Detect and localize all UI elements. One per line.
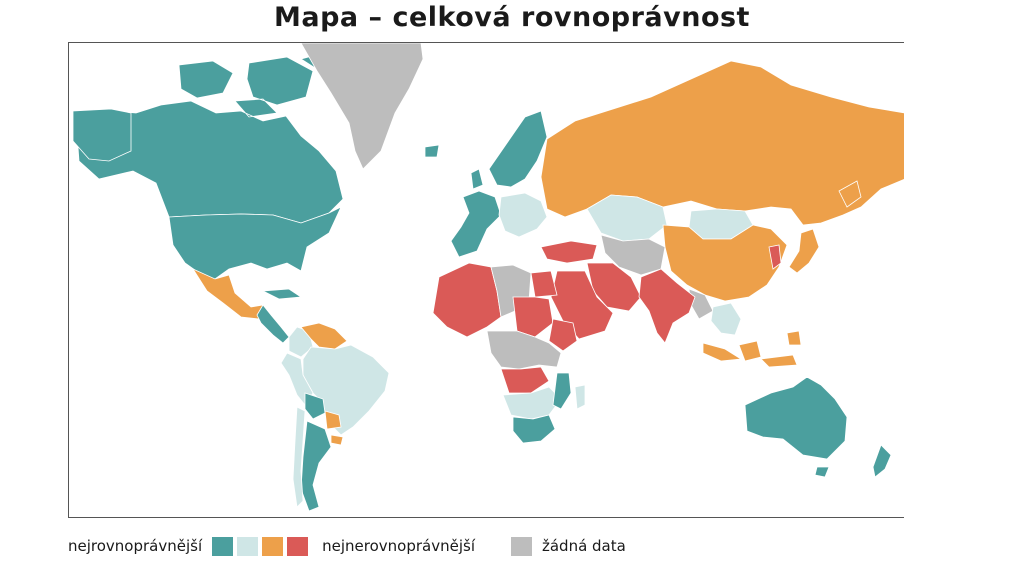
region-southeast-asia[interactable]: Jihovýchodní Asie [710, 302, 742, 336]
region-sudan[interactable]: Súdán [512, 296, 554, 338]
region-canada[interactable]: Kanada [75, 50, 344, 224]
legend-swatch-most-unequal [287, 536, 309, 556]
legend-nodata-label: žádná data [541, 537, 626, 555]
region-angola[interactable]: Angola [502, 384, 586, 420]
legend-swatch-equal [237, 536, 259, 556]
region-venezuela[interactable]: Venezuela [300, 322, 348, 350]
region-mozambique[interactable]: Mosambik [552, 372, 572, 410]
region-western-europe[interactable]: Západní Evropa [450, 168, 502, 258]
map-legend: nejrovnoprávnější nejnerovnoprávnější žá… [68, 533, 626, 559]
region-bolivia[interactable]: Bolívie [304, 392, 326, 420]
legend-swatch-unequal [262, 536, 284, 556]
region-argentina[interactable]: Argentina [300, 420, 332, 512]
region-turkey[interactable]: Turecko [540, 240, 598, 264]
region-paraguay[interactable]: Paraguay [324, 410, 344, 446]
world-map: Kanada USA Grónsko Mexiko Střední Amerik… [68, 42, 904, 518]
region-central-america[interactable]: Střední Amerika [256, 288, 303, 344]
region-japan[interactable]: Japonsko [788, 180, 862, 274]
region-mexico[interactable]: Mexiko [191, 268, 264, 320]
region-india[interactable]: Indie [638, 268, 696, 344]
legend-left-label: nejrovnoprávnější [68, 537, 203, 555]
legend-swatch-no-data [510, 536, 532, 556]
region-chile[interactable]: Chile [292, 406, 306, 508]
region-china[interactable]: Čína [662, 224, 788, 302]
region-korea[interactable]: Korea [768, 244, 782, 270]
region-central-africa[interactable]: Střední Afrika [486, 330, 562, 370]
legend-swatch-most-equal [212, 536, 234, 556]
region-egypt[interactable]: Egypt [530, 270, 558, 298]
region-brazil[interactable]: Brazílie [302, 344, 390, 436]
region-south-africa[interactable]: Jižní Afrika [512, 414, 556, 444]
region-indonesia[interactable]: Indonésie [702, 330, 802, 368]
region-greenland[interactable]: Grónsko [300, 43, 424, 170]
map-title: Mapa – celková rovnoprávnost [274, 2, 750, 33]
region-new-zealand[interactable]: Nový Zéland [872, 444, 892, 478]
region-ethiopia[interactable]: Etiopie [548, 318, 578, 352]
region-congo[interactable]: Kongo [500, 366, 550, 394]
region-australia[interactable]: Austrálie [744, 376, 848, 478]
region-northern-europe[interactable]: Severní Evropa [424, 110, 548, 188]
region-west-africa[interactable]: Západní Afrika [432, 262, 502, 338]
legend-right-label: nejnerovnoprávnější [322, 537, 475, 555]
region-central-europe[interactable]: Střední Evropa [498, 192, 548, 238]
